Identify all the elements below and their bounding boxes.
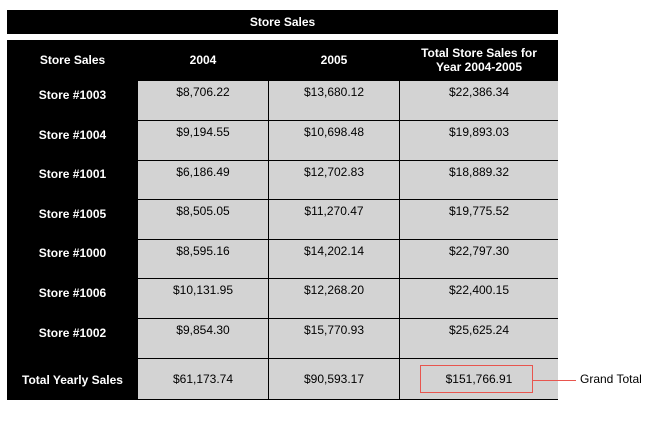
total-sales-cell: $22,386.34 <box>400 81 558 120</box>
grand-total-highlight <box>420 365 533 393</box>
grand-total-annotation: Grand Total <box>580 372 642 386</box>
table-row: Store #1005 $8,505.05 $11,270.47 $19,775.52 <box>7 200 558 239</box>
sales-2005-cell: $11,270.47 <box>269 200 399 239</box>
table-row: Store #1003 $8,706.22 $13,680.12 $22,386.34 <box>7 81 558 120</box>
column-header-2004: 2004 <box>189 53 217 67</box>
sales-2004-cell: $8,706.22 <box>138 81 268 120</box>
column-header-2005: 2005 <box>320 53 348 67</box>
total-row-label: Total Yearly Sales <box>22 373 123 387</box>
sales-2005-cell: $10,698.48 <box>269 121 399 160</box>
total-sales-cell: $22,797.30 <box>400 240 558 278</box>
report-title: Store Sales <box>7 10 558 34</box>
total-sales-cell: $19,893.03 <box>400 121 558 160</box>
sales-2004-cell: $8,505.05 <box>138 200 268 239</box>
total-sales-cell: $18,889.32 <box>400 161 558 199</box>
sales-2004-cell: $61,173.74 <box>138 359 268 399</box>
sales-2004-cell: $9,194.55 <box>138 121 268 160</box>
column-header-store: Store Sales <box>39 53 106 67</box>
store-label: Store #1005 <box>38 206 107 221</box>
table-row: Store #1004 $9,194.55 $10,698.48 $19,893.03 <box>7 121 558 160</box>
sales-table: Store Sales 2004 2005 Total Store Sales … <box>7 40 558 400</box>
sales-2004-cell: $6,186.49 <box>138 161 268 199</box>
sales-2005-cell: $15,770.93 <box>269 319 399 358</box>
sales-2004-cell: $8,595.16 <box>138 240 268 278</box>
sales-2004-cell: $9,854.30 <box>138 319 268 358</box>
sales-2005-cell: $90,593.17 <box>269 359 399 399</box>
store-label: Store #1002 <box>38 325 107 340</box>
table-row: Store #1002 $9,854.30 $15,770.93 $25,625.24 <box>7 319 558 358</box>
store-label: Store #1004 <box>38 127 107 142</box>
sales-2005-cell: $12,702.83 <box>269 161 399 199</box>
total-sales-cell: $19,775.52 <box>400 200 558 239</box>
sales-2005-cell: $12,268.20 <box>269 279 399 318</box>
sales-2005-cell: $13,680.12 <box>269 81 399 120</box>
table-row: Store #1001 $6,186.49 $12,702.83 $18,889.32 <box>7 161 558 199</box>
store-label: Store #1000 <box>38 246 107 260</box>
annotation-leader-line <box>533 380 576 381</box>
table-row: Store #1006 $10,131.95 $12,268.20 $22,400.1… <box>7 279 558 318</box>
total-sales-cell: $25,625.24 <box>400 319 558 358</box>
store-label: Store #1001 <box>38 167 107 181</box>
table-row: Store #1000 $8,595.16 $14,202.14 $22,797.30 <box>7 240 558 278</box>
sales-2004-cell: $10,131.95 <box>138 279 268 318</box>
store-label: Store #1003 <box>38 87 107 102</box>
column-header-total: Total Store Sales for Year 2004-2005 <box>421 46 537 74</box>
sales-2005-cell: $14,202.14 <box>269 240 399 278</box>
total-sales-cell: $22,400.15 <box>400 279 558 318</box>
store-label: Store #1006 <box>38 285 107 300</box>
